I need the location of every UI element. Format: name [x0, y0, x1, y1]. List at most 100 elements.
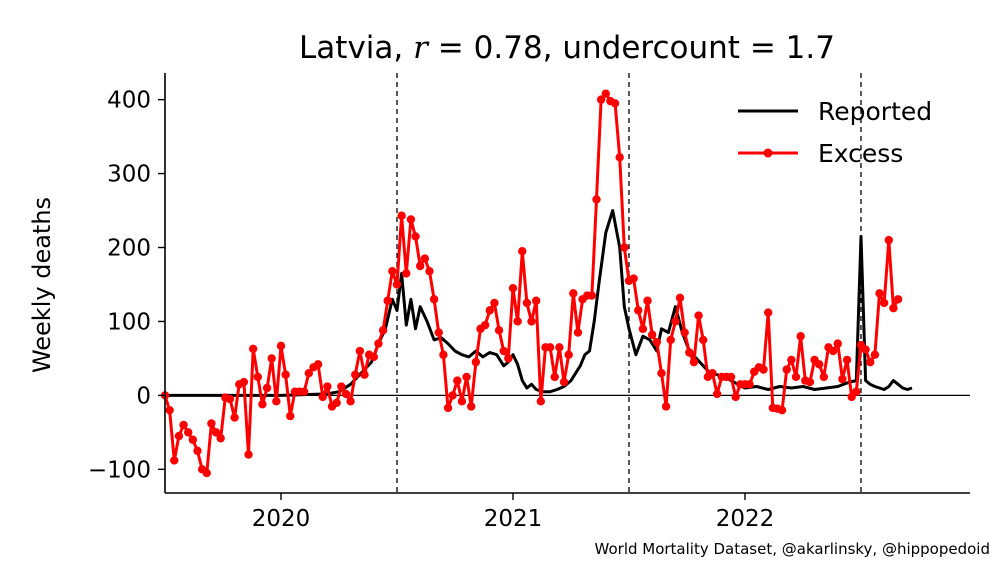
excess-point [689, 357, 699, 367]
excess-point [415, 261, 425, 271]
axes: −100 0 100 200 300 400 2020 2021 2022 [88, 73, 970, 532]
excess-point [239, 377, 249, 387]
y-tick-label: 200 [107, 236, 151, 262]
excess-point [777, 405, 787, 415]
excess-point [852, 387, 861, 396]
excess-point [318, 392, 327, 402]
excess-point [531, 296, 541, 305]
excess-point [652, 337, 662, 347]
excess-point [332, 398, 341, 407]
y-tick-label: 300 [107, 162, 151, 188]
excess-point [596, 95, 606, 104]
excess-point [694, 311, 703, 320]
excess-point [457, 397, 467, 406]
excess-point [842, 355, 852, 365]
excess-point [174, 431, 184, 441]
excess-point [536, 397, 546, 406]
excess-point [443, 403, 453, 413]
excess-point [879, 298, 889, 308]
excess-point [272, 397, 281, 406]
excess-point [420, 254, 430, 263]
excess-point [411, 232, 420, 241]
excess-point [513, 317, 522, 326]
excess-point [550, 372, 559, 382]
excess-point [699, 335, 708, 345]
excess-point [369, 352, 378, 362]
excess-point [638, 324, 648, 334]
y-axis-label: Weekly deaths [28, 197, 56, 373]
legend: Reported Excess [738, 97, 932, 168]
svg-text:Latvia, r = 0.78, undercount =: Latvia, r = 0.78, undercount = 1.7 [299, 30, 835, 66]
excess-point [453, 376, 462, 385]
y-tick-label: 100 [107, 309, 151, 335]
excess-point [518, 247, 527, 256]
excess-point [313, 360, 323, 369]
excess-point [281, 370, 290, 379]
excess-point [555, 343, 564, 352]
excess-point [374, 339, 383, 348]
excess-point [425, 266, 434, 276]
excess-point [439, 350, 448, 359]
excess-point [402, 269, 411, 278]
excess-point [522, 298, 532, 308]
x-tick-label: 2021 [484, 506, 543, 532]
excess-point [787, 355, 796, 365]
excess-point [244, 450, 253, 459]
data-credit: World Mortality Dataset, @akarlinsky, @h… [594, 540, 990, 558]
excess-point [346, 397, 355, 406]
excess-point [262, 383, 272, 393]
excess-point [183, 428, 193, 437]
excess-point [351, 370, 360, 379]
excess-point [666, 335, 675, 345]
excess-point [253, 372, 262, 382]
excess-point [861, 345, 870, 354]
excess-point [647, 330, 657, 339]
series-group [160, 89, 913, 478]
excess-point [202, 468, 211, 478]
y-tick-label: −100 [88, 457, 151, 483]
excess-point [708, 369, 717, 378]
excess-point [471, 357, 481, 367]
excess-point [397, 211, 406, 220]
excess-point [601, 89, 610, 98]
excess-point [815, 360, 824, 369]
excess-point [179, 420, 188, 430]
excess-point [276, 341, 286, 351]
excess-point [685, 348, 694, 357]
excess-point [527, 317, 536, 326]
excess-point [629, 274, 638, 283]
excess-point [207, 419, 216, 428]
excess-point [796, 332, 805, 341]
excess-point [170, 456, 179, 465]
excess-point [884, 235, 894, 245]
excess-point [731, 392, 740, 402]
excess-point [828, 346, 838, 356]
y-tick-label: 400 [107, 88, 151, 114]
excess-point [286, 411, 295, 421]
excess-point [225, 394, 235, 404]
excess-point [299, 387, 309, 396]
excess-point [499, 346, 508, 356]
excess-point [480, 320, 490, 330]
excess-point [805, 377, 815, 387]
excess-point [875, 289, 884, 298]
excess-point [712, 389, 722, 399]
excess-point [671, 317, 680, 326]
excess-point [392, 280, 402, 289]
excess-point [569, 289, 578, 298]
excess-point [211, 428, 221, 437]
excess-point [508, 283, 518, 293]
title-r-value: 0.78 [474, 30, 543, 66]
excess-point [791, 372, 801, 382]
legend-excess-marker [763, 148, 773, 158]
x-tick-label: 2022 [716, 506, 775, 532]
excess-point [564, 350, 573, 359]
excess-point [337, 382, 346, 391]
excess-point [675, 293, 685, 302]
excess-point [406, 215, 416, 224]
excess-point [759, 365, 768, 374]
excess-point [355, 346, 365, 356]
title-undercount-label: undercount [562, 30, 740, 66]
excess-point [383, 296, 392, 305]
